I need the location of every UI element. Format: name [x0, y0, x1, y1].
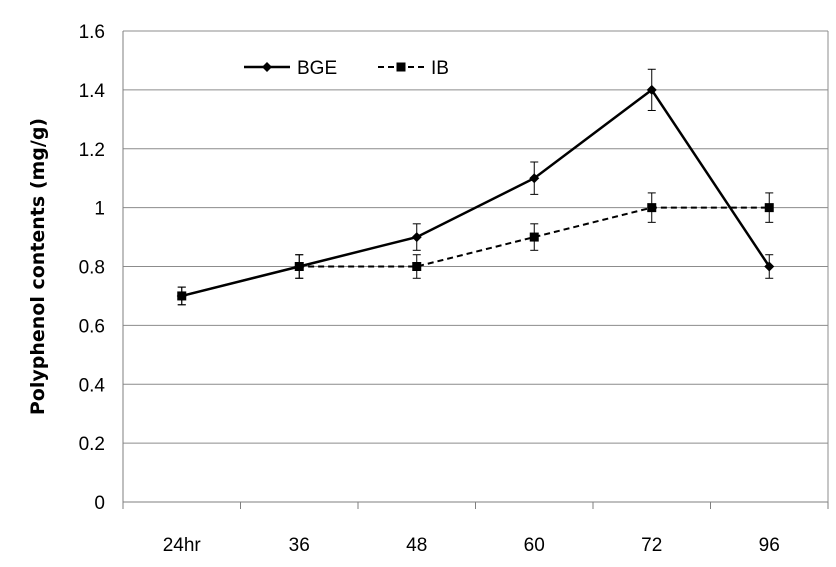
y-tick-label: 0: [94, 493, 105, 514]
legend-marker: [396, 62, 406, 72]
y-tick-label: 1: [94, 199, 105, 220]
series-bge: [176, 68, 775, 306]
point-ib: [764, 203, 774, 213]
point-bge: [294, 261, 305, 272]
y-tick-label: 1.2: [79, 140, 105, 161]
series-ib: [177, 192, 774, 306]
legend-marker: [262, 62, 272, 72]
axes: [122, 31, 829, 509]
point-bge: [764, 261, 775, 272]
point-bge: [529, 173, 540, 184]
point-ib: [412, 262, 422, 271]
y-tick-labels: 0 0.2 0.4 0.6 0.8 1 1.2 1.4 1.6: [79, 22, 106, 514]
series-layer: [176, 68, 775, 306]
y-tick-label: 0.2: [79, 434, 105, 455]
point-ib: [529, 232, 539, 242]
legend-label: IB: [431, 58, 449, 79]
point-bge: [176, 290, 187, 301]
series-line-ib: [181, 206, 770, 297]
point-bge: [646, 84, 657, 95]
x-tick-label: 60: [524, 535, 545, 556]
x-tick-label: 48: [406, 535, 427, 556]
x-tick-label: 96: [759, 535, 780, 556]
series-line-bge: [181, 88, 771, 298]
y-tick-label: 0.4: [79, 375, 106, 396]
y-tick-label: 1.6: [79, 22, 105, 43]
y-axis-title: Polyphenol contents (mg/g): [27, 118, 49, 415]
legend: BGE IB: [244, 58, 449, 79]
x-tick-label: 72: [641, 535, 662, 556]
y-tick-label: 0.6: [79, 316, 105, 337]
legend-entry-ib: IB: [378, 58, 449, 79]
y-tick-label: 0.8: [79, 258, 105, 279]
point-bge: [411, 232, 422, 243]
x-tick-labels: 24hr 36 48 60 72 96: [163, 535, 780, 556]
grid-lines: [123, 30, 828, 444]
y-tick-label: 1.4: [79, 81, 106, 102]
point-ib: [647, 203, 657, 213]
x-tick-label: 24hr: [163, 535, 202, 556]
legend-entry-bge: BGE: [244, 58, 337, 79]
x-tick-label: 36: [289, 535, 310, 556]
legend-label: BGE: [297, 58, 337, 79]
